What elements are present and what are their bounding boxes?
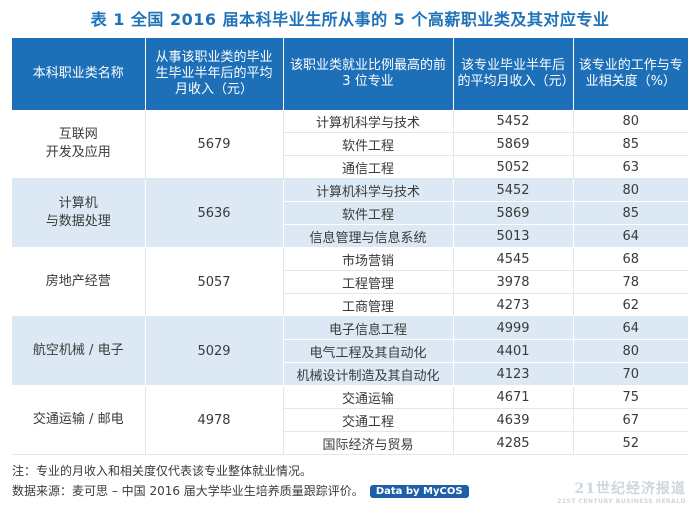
major-cell: 市场营销 — [283, 247, 454, 271]
relevance-cell: 67 — [573, 408, 688, 432]
major-income-cell: 5452 — [453, 110, 574, 133]
major-income-cell: 3978 — [453, 270, 574, 294]
table-row: 软件工程 5869 85 — [12, 201, 688, 225]
major-income-cell: 4671 — [453, 385, 574, 409]
relevance-cell: 52 — [573, 431, 688, 455]
category-income-cell: 5057 — [145, 247, 284, 317]
major-income-cell: 4545 — [453, 247, 574, 271]
major-cell: 国际经济与贸易 — [283, 431, 454, 455]
major-cell: 电气工程及其自动化 — [283, 339, 454, 363]
relevance-cell: 80 — [573, 339, 688, 363]
category-income-cell: 5679 — [145, 110, 284, 179]
relevance-cell: 80 — [573, 110, 688, 133]
major-cell: 交通运输 — [283, 385, 454, 409]
table-row: 房地产经营 5057 市场营销 4545 68 — [12, 247, 688, 317]
relevance-cell: 70 — [573, 362, 688, 386]
mycos-badge: Data by MyCOS — [369, 485, 469, 498]
category-cell: 交通运输 / 邮电 — [12, 385, 146, 455]
relevance-cell: 85 — [573, 132, 688, 156]
relevance-cell: 63 — [573, 155, 688, 179]
major-cell: 软件工程 — [283, 201, 454, 225]
data-source-line: 数据来源：麦可思 – 中国 2016 届大学毕业生培养质量跟踪评价。 Data b… — [12, 482, 469, 499]
major-income-cell: 4123 — [453, 362, 574, 386]
category-income-cell: 5636 — [145, 178, 284, 248]
table-row: 计算机 与数据处理 5636 计算机科学与技术 5452 80 — [12, 178, 688, 248]
header-occupation-income: 从事该职业类的毕业生毕业半年后的平均月收入（元） — [145, 38, 284, 110]
major-cell: 计算机科学与技术 — [283, 110, 454, 133]
table-row: 互联网 开发及应用 5679 计算机科学与技术 5452 80 — [12, 110, 688, 179]
category-cell: 航空机械 / 电子 — [12, 316, 146, 386]
relevance-cell: 80 — [573, 178, 688, 202]
footnote: 注：专业的月收入和相关度仅代表该专业整体就业情况。 — [12, 464, 313, 478]
major-income-cell: 5052 — [453, 155, 574, 179]
relevance-cell: 75 — [573, 385, 688, 409]
table-row: 国际经济与贸易 4285 52 — [12, 431, 688, 455]
table-title: 表 1 全国 2016 届本科毕业生所从事的 5 个高薪职业类及其对应专业 — [90, 10, 610, 29]
major-income-cell: 5452 — [453, 178, 574, 202]
major-cell: 工商管理 — [283, 293, 454, 317]
category-cell: 互联网 开发及应用 — [12, 110, 146, 179]
table-row: 工商管理 4273 62 — [12, 293, 688, 317]
table-row: 工程管理 3978 78 — [12, 270, 688, 294]
header-top-majors: 该职业类就业比例最高的前 3 位专业 — [283, 38, 454, 110]
major-income-cell: 4401 — [453, 339, 574, 363]
major-income-cell: 5869 — [453, 132, 574, 156]
table-row: 交通工程 4639 67 — [12, 408, 688, 432]
category-income-cell: 5029 — [145, 316, 284, 386]
table-row: 软件工程 5869 85 — [12, 132, 688, 156]
relevance-cell: 78 — [573, 270, 688, 294]
major-cell: 工程管理 — [283, 270, 454, 294]
table-row: 信息管理与信息系统 5013 64 — [12, 224, 688, 248]
publisher-watermark: 21世纪经济报道 21ST CENTURY BUSINESS HERALD — [557, 478, 686, 505]
table-row: 机械设计制造及其自动化 4123 70 — [12, 362, 688, 386]
relevance-cell: 68 — [573, 247, 688, 271]
header-occupation: 本科职业类名称 — [12, 38, 146, 110]
watermark-main: 21世纪经济报道 — [574, 481, 686, 497]
major-income-cell: 4639 — [453, 408, 574, 432]
major-cell: 机械设计制造及其自动化 — [283, 362, 454, 386]
watermark-sub: 21ST CENTURY BUSINESS HERALD — [557, 498, 686, 505]
table-row: 电气工程及其自动化 4401 80 — [12, 339, 688, 363]
header-row: 本科职业类名称 从事该职业类的毕业生毕业半年后的平均月收入（元） 该职业类就业比… — [12, 38, 688, 110]
major-cell: 交通工程 — [283, 408, 454, 432]
category-cell: 房地产经营 — [12, 247, 146, 317]
major-income-cell: 4285 — [453, 431, 574, 455]
major-income-cell: 5013 — [453, 224, 574, 248]
data-source: 数据来源：麦可思 – 中国 2016 届大学毕业生培养质量跟踪评价。 — [12, 484, 364, 498]
table-row: 航空机械 / 电子 5029 电子信息工程 4999 64 — [12, 316, 688, 386]
table-row: 通信工程 5052 63 — [12, 155, 688, 179]
relevance-cell: 64 — [573, 316, 688, 340]
table-body: 互联网 开发及应用 5679 计算机科学与技术 5452 80 软件工程 5869… — [12, 110, 688, 455]
major-cell: 通信工程 — [283, 155, 454, 179]
category-income-cell: 4978 — [145, 385, 284, 455]
major-income-cell: 5869 — [453, 201, 574, 225]
major-cell: 计算机科学与技术 — [283, 178, 454, 202]
major-cell: 软件工程 — [283, 132, 454, 156]
relevance-cell: 62 — [573, 293, 688, 317]
major-income-cell: 4999 — [453, 316, 574, 340]
header-relevance: 该专业的工作与专业相关度（%） — [573, 38, 688, 110]
category-cell: 计算机 与数据处理 — [12, 178, 146, 248]
relevance-cell: 64 — [573, 224, 688, 248]
relevance-cell: 85 — [573, 201, 688, 225]
header-major-income: 该专业毕业半年后的平均月收入（元） — [453, 38, 575, 110]
salary-table: 本科职业类名称 从事该职业类的毕业生毕业半年后的平均月收入（元） 该职业类就业比… — [12, 38, 688, 455]
major-cell: 信息管理与信息系统 — [283, 224, 454, 248]
table-row: 交通运输 / 邮电 4978 交通运输 4671 75 — [12, 385, 688, 455]
major-cell: 电子信息工程 — [283, 316, 454, 340]
major-income-cell: 4273 — [453, 293, 574, 317]
